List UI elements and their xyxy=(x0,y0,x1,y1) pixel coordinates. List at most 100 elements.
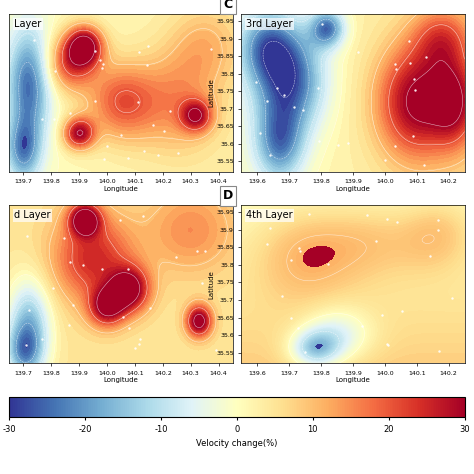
Point xyxy=(146,304,154,311)
Point xyxy=(383,340,391,347)
Point xyxy=(137,335,144,342)
Text: Layer: Layer xyxy=(14,19,41,29)
Point xyxy=(104,142,111,150)
Point xyxy=(411,86,419,93)
Y-axis label: Latitude: Latitude xyxy=(209,79,215,108)
Point xyxy=(51,115,58,122)
Point xyxy=(434,216,442,224)
Point xyxy=(398,307,406,315)
Point xyxy=(318,20,326,28)
Point xyxy=(91,98,99,105)
Point xyxy=(118,131,125,138)
Point xyxy=(295,244,302,251)
Point xyxy=(426,253,433,260)
Point xyxy=(373,237,380,245)
Point xyxy=(406,59,413,67)
Point xyxy=(91,47,99,55)
Point xyxy=(305,211,313,219)
Text: D: D xyxy=(223,190,233,202)
Point xyxy=(124,154,132,162)
Point xyxy=(96,56,104,64)
Point xyxy=(266,151,274,159)
Point xyxy=(315,137,323,145)
Point xyxy=(296,247,304,255)
Point xyxy=(60,235,67,242)
Point xyxy=(391,60,398,68)
Point xyxy=(141,147,148,155)
Point xyxy=(24,232,31,239)
Point xyxy=(288,257,295,264)
Point xyxy=(392,66,400,73)
Point xyxy=(263,98,271,105)
Point xyxy=(22,341,30,349)
Point xyxy=(100,60,107,68)
Point xyxy=(134,99,142,106)
Point xyxy=(405,37,413,45)
Point xyxy=(422,54,430,61)
Point xyxy=(38,335,46,343)
Point xyxy=(383,215,391,223)
Point xyxy=(378,311,386,319)
Point xyxy=(135,340,143,348)
Text: d Layer: d Layer xyxy=(14,210,50,220)
Text: C: C xyxy=(224,0,233,11)
Point xyxy=(166,107,174,114)
Point xyxy=(132,344,139,352)
Point xyxy=(172,253,180,261)
Point xyxy=(291,104,298,111)
Point xyxy=(154,151,162,159)
Point xyxy=(143,62,150,69)
Point xyxy=(385,341,392,349)
Point xyxy=(149,121,157,129)
Text: 3rd Layer: 3rd Layer xyxy=(246,19,292,29)
Point xyxy=(38,115,46,123)
Point xyxy=(212,346,219,354)
Point xyxy=(410,132,417,139)
Point xyxy=(66,258,73,266)
X-axis label: Longitude: Longitude xyxy=(336,186,370,192)
Point xyxy=(392,142,399,150)
Point xyxy=(124,265,131,273)
X-axis label: Velocity change(%): Velocity change(%) xyxy=(196,439,278,448)
Point xyxy=(139,212,147,219)
Point xyxy=(435,347,442,355)
Point xyxy=(420,161,428,168)
Point xyxy=(65,322,73,329)
Point xyxy=(193,247,201,255)
Point xyxy=(256,129,264,137)
X-axis label: Longitude: Longitude xyxy=(104,377,138,383)
Point xyxy=(287,314,294,322)
Point xyxy=(354,49,362,56)
Point xyxy=(98,64,106,72)
Point xyxy=(125,325,133,332)
Point xyxy=(26,307,33,314)
Point xyxy=(49,284,56,292)
Point xyxy=(66,109,74,117)
Point xyxy=(301,348,309,356)
Point xyxy=(201,247,209,255)
Point xyxy=(199,279,206,287)
Point xyxy=(280,91,287,99)
X-axis label: Longitude: Longitude xyxy=(104,186,138,192)
Point xyxy=(98,266,106,273)
Point xyxy=(174,150,182,157)
Point xyxy=(334,141,342,149)
Point xyxy=(393,219,401,226)
Point xyxy=(69,301,77,309)
Point xyxy=(135,48,143,55)
Point xyxy=(410,75,418,82)
Point xyxy=(161,127,168,135)
Point xyxy=(266,224,274,232)
Point xyxy=(144,42,152,50)
Point xyxy=(448,294,456,301)
Point xyxy=(345,139,352,147)
Point xyxy=(294,324,301,331)
Point xyxy=(52,67,59,75)
Point xyxy=(435,227,442,234)
Point xyxy=(100,155,108,163)
Point xyxy=(30,36,38,44)
Point xyxy=(264,240,271,248)
Point xyxy=(119,314,127,321)
Point xyxy=(79,261,87,268)
Point xyxy=(252,78,259,86)
